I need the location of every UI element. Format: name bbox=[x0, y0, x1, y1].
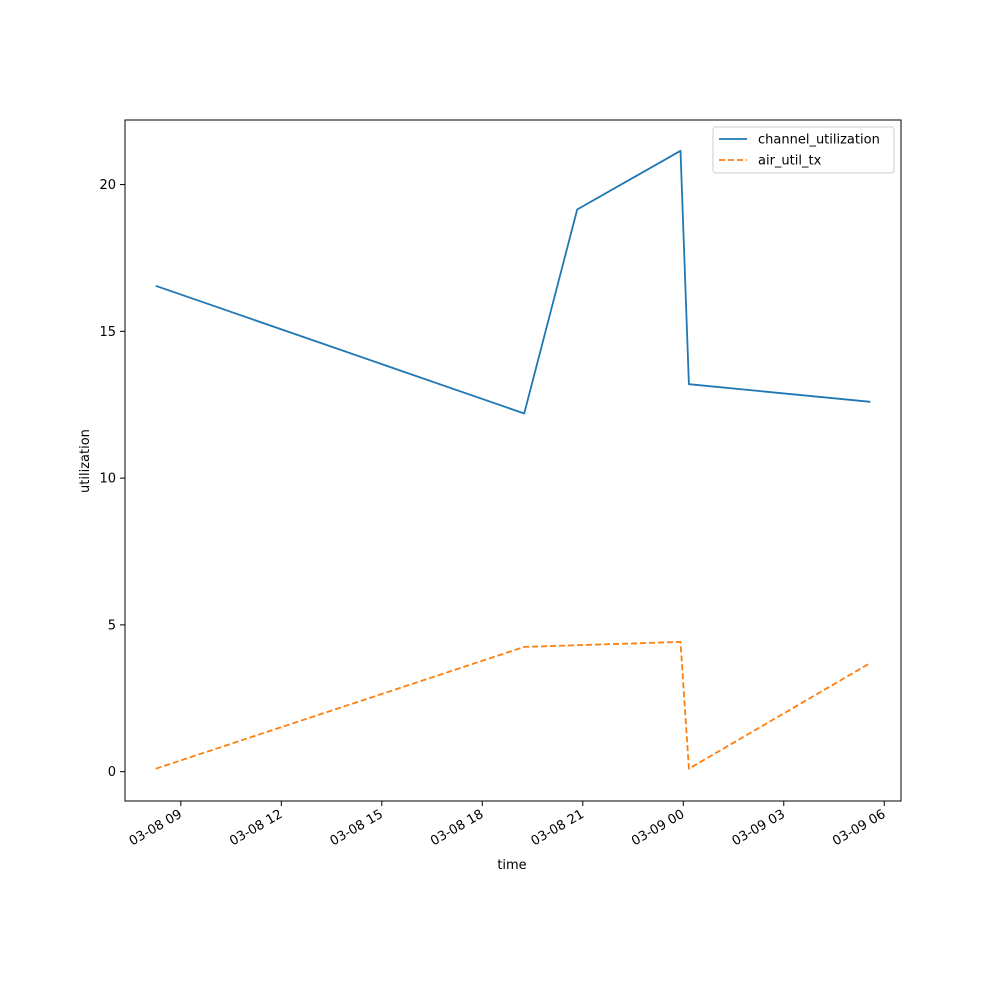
x-axis-label: time bbox=[497, 858, 526, 873]
y-axis-label: utilization bbox=[78, 429, 93, 493]
plot-frame bbox=[124, 119, 902, 802]
y-tick-label: 20 bbox=[99, 178, 116, 193]
legend-label-air-util-tx: air_util_tx bbox=[758, 154, 822, 169]
y-axis-ticks: 0 5 10 15 20 bbox=[99, 178, 125, 780]
legend: channel_utilization air_util_tx bbox=[712, 126, 895, 174]
legend-box bbox=[712, 126, 895, 174]
y-tick-label: 5 bbox=[108, 618, 116, 633]
y-tick-label: 10 bbox=[99, 472, 116, 487]
legend-label-channel-utilization: channel_utilization bbox=[758, 133, 880, 148]
series-line-channel-utilization bbox=[155, 149, 871, 415]
y-tick-label: 15 bbox=[99, 325, 116, 340]
y-tick-label: 0 bbox=[108, 765, 116, 780]
series-layer bbox=[155, 149, 871, 770]
series-line-air-util-tx bbox=[155, 641, 871, 770]
